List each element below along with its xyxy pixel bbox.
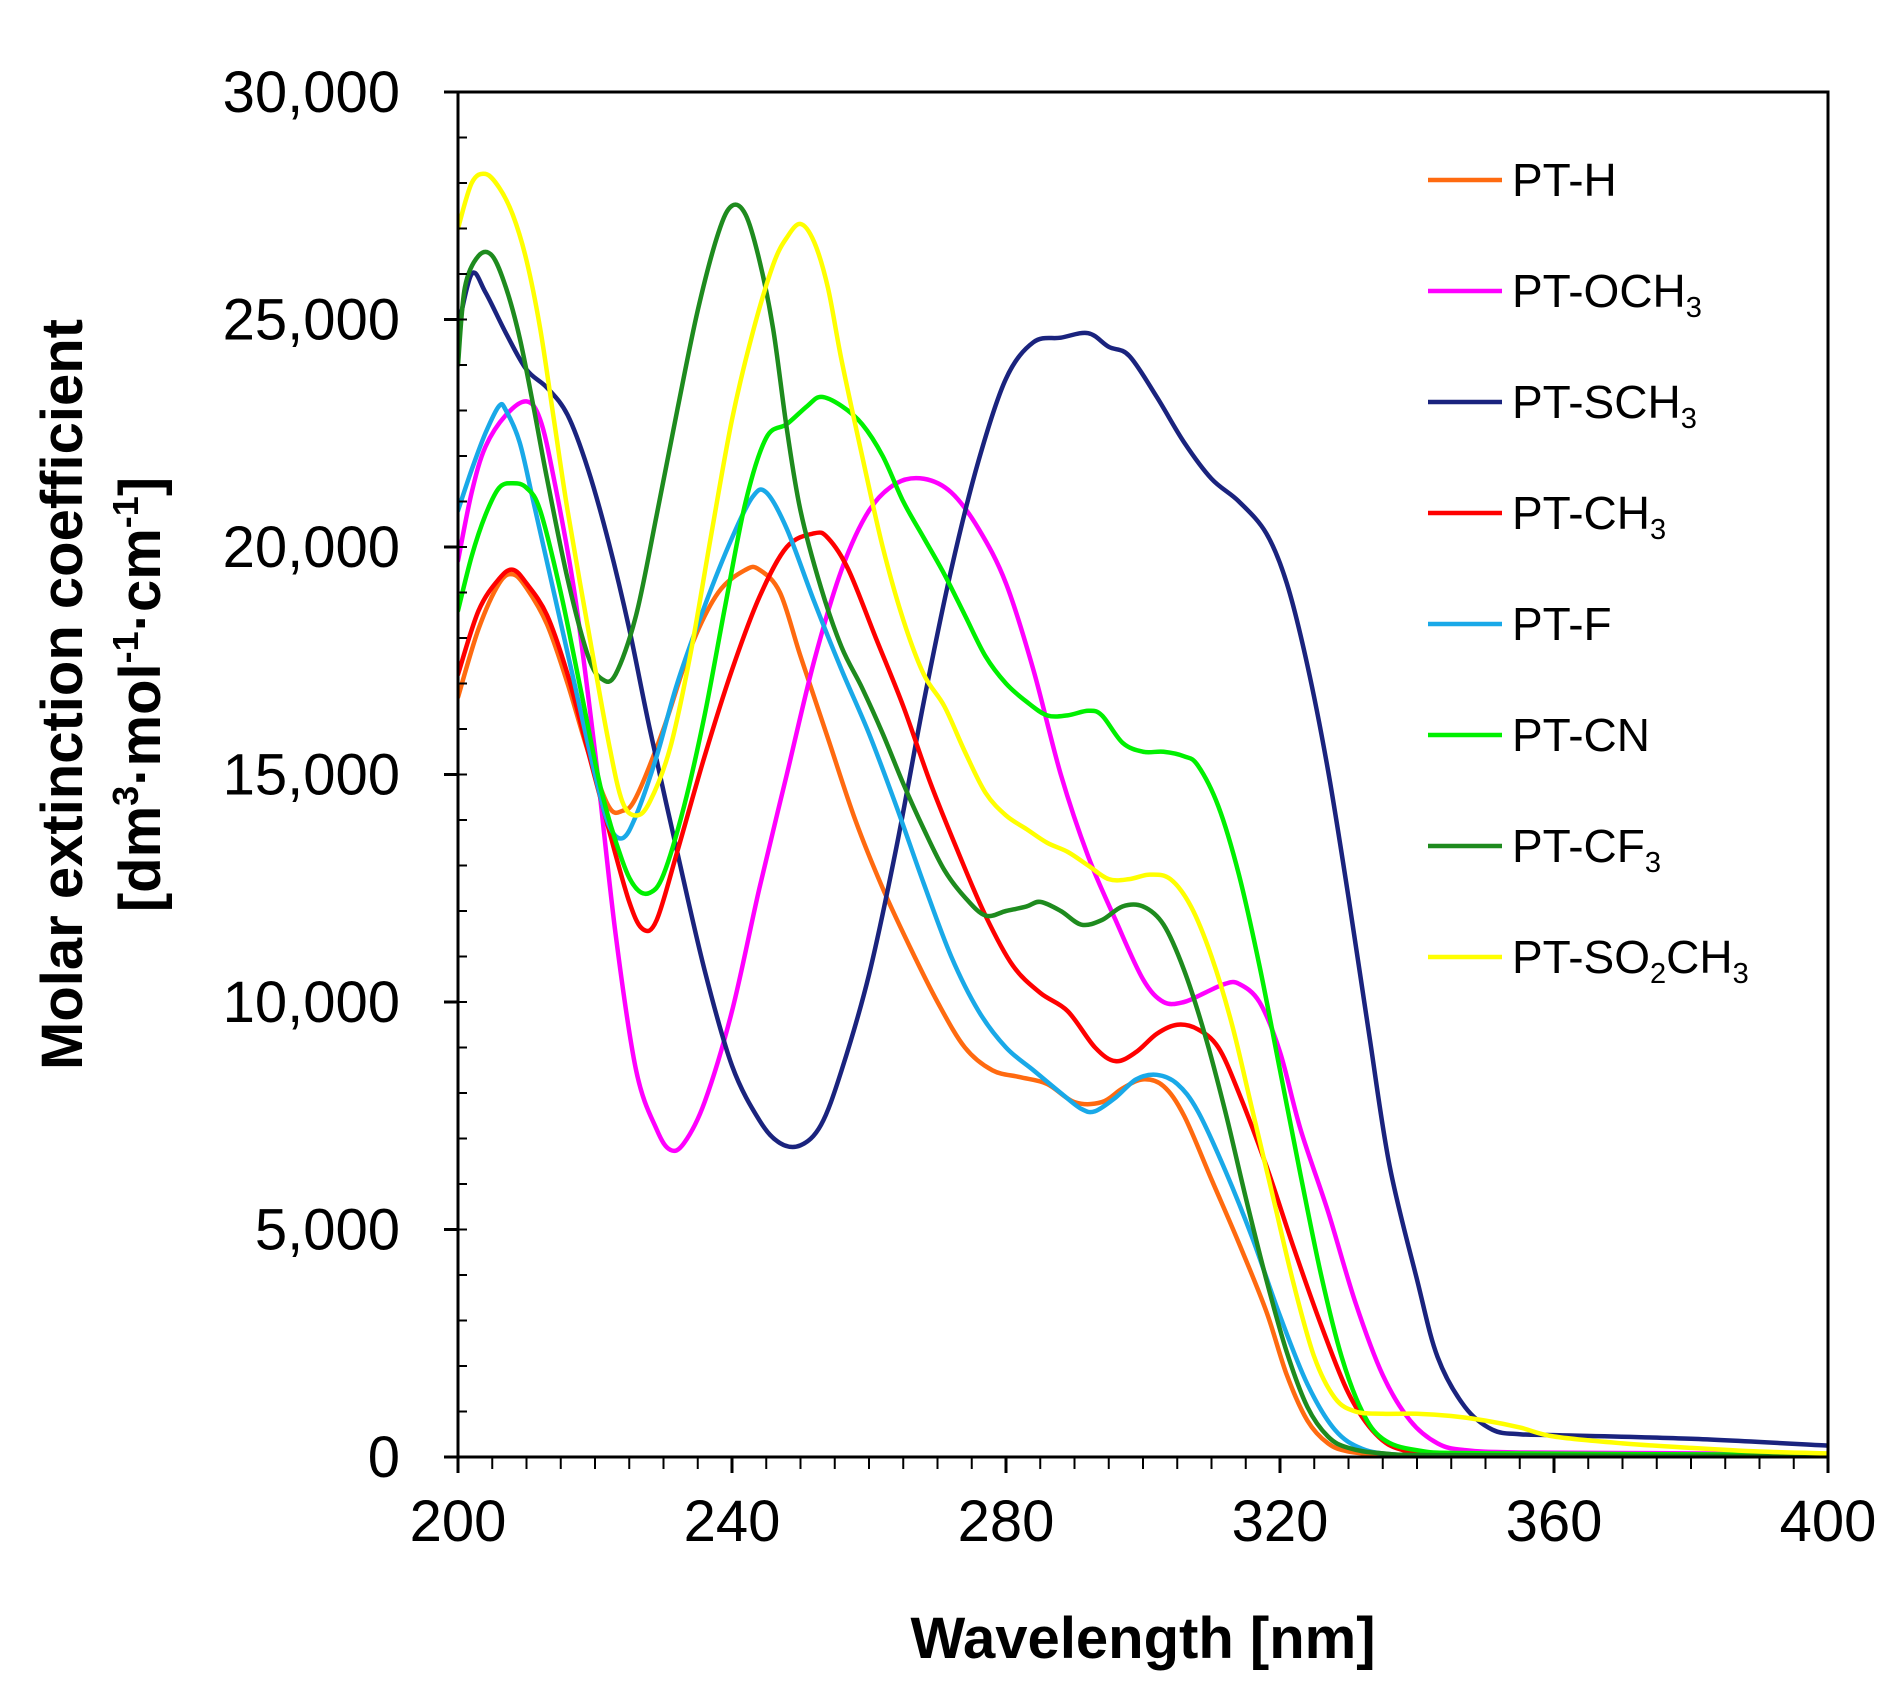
series-line-pt-cn: [458, 394, 1828, 1457]
y-tick-label: 0: [368, 1425, 400, 1490]
y-tick-label: 10,000: [223, 970, 400, 1035]
series-group: [458, 171, 1828, 1457]
legend-item-pt-so2ch3: PT-SO2CH3: [1428, 931, 1749, 990]
text-part: PT-CH: [1512, 487, 1650, 539]
series-line-pt-h: [458, 564, 1828, 1457]
legend-item-pt-cn: PT-CN: [1428, 709, 1650, 761]
x-tick-label: 360: [1506, 1489, 1603, 1554]
y-tick-label: 20,000: [223, 515, 400, 580]
legend: PT-HPT-OCH3PT-SCH3PT-CH3PT-FPT-CNPT-CF3P…: [1428, 154, 1749, 990]
text-part: PT-OCH: [1512, 265, 1686, 317]
text-part: PT-CN: [1512, 709, 1650, 761]
series-line-pt-ch3: [458, 530, 1828, 1457]
y-tick-label: 30,000: [223, 60, 400, 125]
text-part: 3: [105, 786, 146, 806]
x-tick-label: 400: [1780, 1489, 1877, 1554]
text-part: PT-H: [1512, 154, 1617, 206]
x-tick-label: 320: [1232, 1489, 1329, 1554]
legend-label: PT-SCH3: [1512, 376, 1697, 435]
axes-layer: 0 5,000 10,000 15,000 20,000 25,000 30,000 200 2…: [223, 60, 1877, 1554]
legend-item-pt-f: PT-F: [1428, 598, 1612, 650]
series-line-pt-sch3: [458, 270, 1828, 1448]
legend-label: PT-H: [1512, 154, 1617, 206]
series-line-pt-och3: [458, 399, 1828, 1457]
text-part: -1: [105, 631, 146, 663]
y-tick-label: 15,000: [223, 743, 400, 808]
text-part: 3: [1686, 292, 1702, 324]
series-line-pt-cf3: [458, 202, 1828, 1457]
series-layer: [458, 171, 1828, 1457]
text-part: PT-F: [1512, 598, 1612, 650]
text-part: 3: [1650, 514, 1666, 546]
text-part: PT-SO: [1512, 931, 1650, 983]
legend-item-pt-h: PT-H: [1428, 154, 1617, 206]
text-part: [dm: [108, 806, 173, 912]
legend-label: PT-CF3: [1512, 820, 1661, 879]
legend-label: PT-SO2CH3: [1512, 931, 1749, 990]
text-part: ·mol: [108, 663, 173, 785]
text-part: PT-SCH: [1512, 376, 1681, 428]
text-part: 2: [1650, 958, 1666, 990]
text-part: PT-CF: [1512, 820, 1645, 872]
legend-label: PT-OCH3: [1512, 265, 1702, 324]
text-part: 3: [1733, 958, 1749, 990]
legend-item-pt-cf3: PT-CF3: [1428, 820, 1661, 879]
legend-label: PT-F: [1512, 598, 1612, 650]
text-part: -1: [105, 496, 146, 528]
text-part: 3: [1681, 403, 1697, 435]
text-part: ]: [108, 477, 173, 496]
y-tick-label: 5,000: [255, 1198, 400, 1263]
y-axis-title-line2: [dm3·mol-1·cm-1]: [105, 477, 173, 912]
legend-label: PT-CH3: [1512, 487, 1666, 546]
legend-item-pt-sch3: PT-SCH3: [1428, 376, 1697, 435]
x-tick-label: 200: [410, 1489, 507, 1554]
x-tick-label: 240: [684, 1489, 781, 1554]
series-line-pt-so2ch3: [458, 171, 1828, 1456]
y-tick-label: 25,000: [223, 288, 400, 353]
text-part: ·cm: [108, 528, 173, 631]
x-tick-label: 280: [958, 1489, 1055, 1554]
text-part: CH: [1666, 931, 1732, 983]
legend-label: PT-CN: [1512, 709, 1650, 761]
y-axis-title-line1: Molar extinction coefficient: [30, 319, 95, 1070]
legend-item-pt-ch3: PT-CH3: [1428, 487, 1666, 546]
text-part: 3: [1645, 847, 1661, 879]
x-axis-title: Wavelength [nm]: [910, 1606, 1375, 1671]
legend-item-pt-och3: PT-OCH3: [1428, 265, 1702, 324]
